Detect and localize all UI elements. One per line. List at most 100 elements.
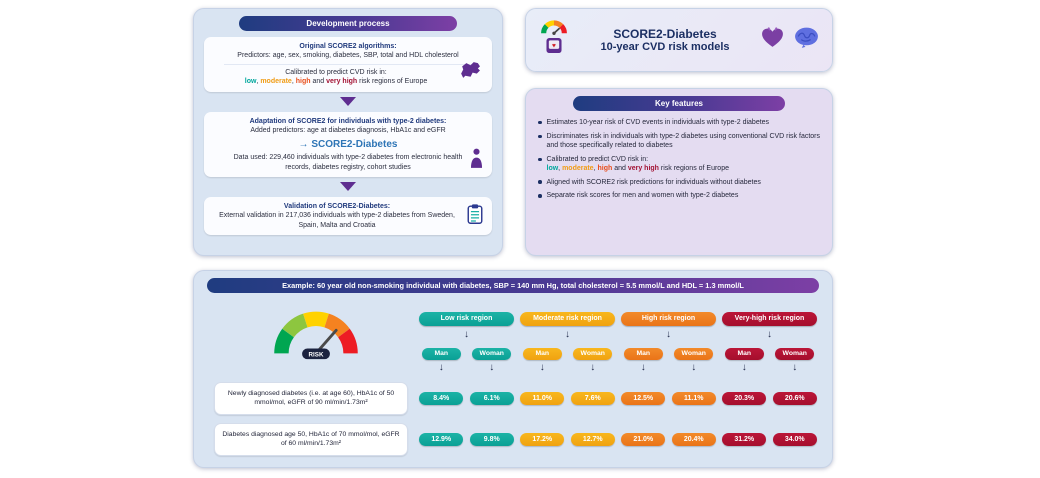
- bullet-icon: [538, 120, 542, 125]
- gender-pill-woman: Woman: [775, 348, 815, 360]
- risk-value-pill: 20.4%: [671, 433, 716, 446]
- down-arrow-icon: ↓: [767, 329, 772, 340]
- region-pill-moderate: Moderate risk region: [520, 312, 615, 326]
- risk-gauge-icon: RISK: [268, 303, 364, 378]
- values-row-1: 8.4% 6.1% 11.0% 7.6% 12.5% 11.1% 20.3% 2…: [416, 392, 820, 405]
- down-arrow-icon: ↓: [489, 362, 495, 373]
- divider: [224, 63, 472, 65]
- high-word: high: [597, 164, 613, 172]
- risk-value-pill: 11.0%: [520, 392, 565, 405]
- very-high-word: very high: [627, 164, 659, 172]
- down-arrow-icon: ↓: [565, 329, 570, 340]
- tail-word: risk regions of Europe: [357, 78, 428, 86]
- region-pill-high: High risk region: [621, 312, 716, 326]
- step-validation: Validation of SCORE2-Diabetes: External …: [204, 197, 492, 236]
- very-high-word: very high: [326, 78, 358, 86]
- and-word: and: [310, 78, 327, 86]
- risk-gauge-label: RISK: [309, 352, 324, 359]
- example-panel: Example: 60 year old non-smoking individ…: [193, 270, 833, 468]
- separator: ,: [256, 78, 261, 86]
- risk-value-pill: 20.3%: [722, 392, 767, 405]
- development-header: Development process: [239, 16, 457, 31]
- risk-value-pill: 12.7%: [570, 433, 615, 446]
- score2-diabetes-name: → SCORE2-Diabetes: [212, 138, 484, 152]
- moderate-word: moderate: [562, 164, 594, 172]
- gender-pill-woman: Woman: [573, 348, 613, 360]
- risk-value-pill: 20.6%: [772, 392, 817, 405]
- risk-value-pill: 34.0%: [772, 433, 817, 446]
- risk-value-pill: 6.1%: [469, 392, 514, 405]
- key-feature-item: Aligned with SCORE2 risk predictions for…: [538, 178, 820, 187]
- down-arrow-icon: ↓: [691, 362, 697, 373]
- separator: ,: [593, 164, 598, 172]
- calibration-note: Calibrated to predict CVD risk in: low, …: [212, 62, 484, 87]
- individuals-icon: [468, 147, 485, 173]
- down-arrow-icon: ↓: [590, 362, 596, 373]
- gender-pill-man: Man: [724, 348, 764, 360]
- row-label-2: Diabetes diagnosed age 50, HbA1c of 70 m…: [214, 423, 408, 456]
- region-row: Low risk region Moderate risk region Hig…: [416, 312, 820, 326]
- values-row-2: 12.9% 9.8% 17.2% 12.7% 21.0% 20.4% 31.2%…: [416, 433, 820, 446]
- risk-value-pill: 8.4%: [419, 392, 464, 405]
- down-arrow-icon: [340, 96, 356, 106]
- right-arrow-icon: →: [298, 138, 309, 150]
- bullet-icon: [538, 180, 542, 184]
- heart-icon: [760, 25, 785, 55]
- step2-title: Adaptation of SCORE2 for individuals wit…: [249, 117, 447, 125]
- risk-value-pill: 7.6%: [570, 392, 615, 405]
- key-feature-item: Estimates 10-year risk of CVD events in …: [538, 118, 820, 127]
- step1-body: Predictors: age, sex, smoking, diabetes,…: [237, 52, 459, 60]
- key-feature-item: Separate risk scores for men and women w…: [538, 191, 820, 200]
- key-feature-text: Separate risk scores for men and women w…: [546, 192, 739, 200]
- bullet-icon: [538, 157, 542, 161]
- low-word: low: [546, 164, 559, 172]
- arrow-row-regions: ↓ ↓ ↓ ↓: [416, 330, 820, 340]
- down-arrow-icon: ↓: [464, 329, 469, 340]
- europe-map-icon: [458, 60, 481, 84]
- bullet-icon: [538, 194, 542, 198]
- title-line-1: SCORE2-Diabetes: [613, 27, 717, 41]
- brain-icon: [793, 26, 820, 54]
- down-arrow-icon: ↓: [539, 362, 545, 373]
- step-adaptation: Adaptation of SCORE2 for individuals wit…: [204, 111, 492, 177]
- key-feature-text: Estimates 10-year risk of CVD events in …: [546, 119, 770, 126]
- risk-value-pill: 21.0%: [621, 433, 666, 446]
- high-word: high: [295, 78, 311, 86]
- key-feature-item: Discriminates risk in individuals with t…: [538, 132, 820, 150]
- gender-pill-woman: Woman: [674, 348, 714, 360]
- title-line-2: 10-year CVD risk models: [600, 41, 730, 53]
- risk-value-pill: 31.2%: [722, 433, 767, 446]
- calibration-prefix: Calibrated to predict CVD risk in:: [546, 155, 649, 163]
- region-pill-low: Low risk region: [419, 312, 514, 326]
- low-word: low: [244, 78, 257, 86]
- key-features-header: Key features: [573, 96, 785, 111]
- risk-value-pill: 9.8%: [469, 433, 514, 446]
- step2-data-used: Data used: 229,460 individuals with type…: [233, 154, 463, 171]
- step3-body: External validation in 217,036 individua…: [219, 212, 455, 229]
- step2-body: Added predictors: age at diabetes diagno…: [250, 127, 446, 135]
- gender-pill-man: Man: [421, 348, 461, 360]
- development-panel: Development process Original SCORE2 algo…: [193, 8, 503, 256]
- gender-pill-man: Man: [522, 348, 562, 360]
- down-arrow-icon: ↓: [438, 362, 444, 373]
- down-arrow-icon: [340, 182, 356, 191]
- step3-title: Validation of SCORE2-Diabetes:: [283, 203, 391, 210]
- down-arrow-icon: ↓: [741, 362, 747, 373]
- step1-title: Original SCORE2 algorithms:: [299, 43, 397, 50]
- key-features-list: Estimates 10-year risk of CVD events in …: [538, 118, 820, 201]
- gender-pill-man: Man: [623, 348, 663, 360]
- down-arrow-icon: ↓: [666, 329, 671, 340]
- region-pill-very-high: Very-high risk region: [722, 312, 817, 326]
- down-arrow-icon: ↓: [792, 362, 798, 373]
- arrow-row-genders: ↓ ↓ ↓ ↓ ↓ ↓ ↓ ↓: [416, 363, 820, 373]
- down-arrow-icon: ↓: [640, 362, 646, 373]
- risk-value-pill: 17.2%: [520, 433, 565, 446]
- risk-value-pill: 11.1%: [671, 392, 716, 405]
- row-label-1: Newly diagnosed diabetes (i.e. at age 60…: [214, 382, 408, 415]
- key-feature-text: Calibrated to predict CVD risk in: low, …: [547, 155, 730, 173]
- risk-region-words: low, moderate, high and very high risk r…: [212, 77, 460, 86]
- gender-row: Man Woman Man Woman Man Woman Man Woman: [416, 348, 820, 360]
- separator: ,: [558, 164, 563, 172]
- moderate-word: moderate: [260, 78, 292, 86]
- title-panel: ♥ SCORE2-Diabetes 10-year CVD risk model…: [525, 8, 833, 72]
